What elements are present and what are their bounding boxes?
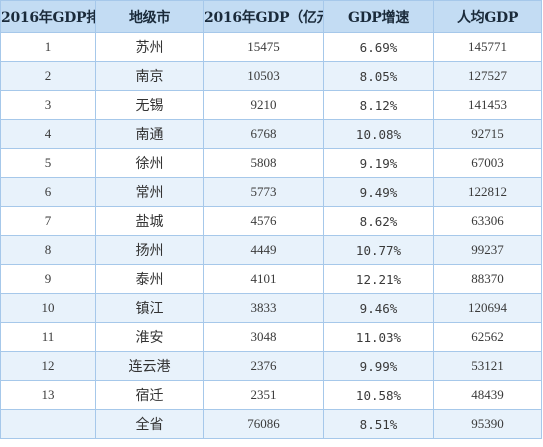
cell-per-capita: 145771	[433, 32, 542, 62]
cell-city: 南通	[95, 119, 204, 149]
cell-rank: 2	[0, 61, 96, 91]
cell-gdp: 6768	[203, 119, 324, 149]
cell-rank	[0, 409, 96, 439]
cell-gdp: 10503	[203, 61, 324, 91]
cell-growth: 11.03%	[323, 322, 434, 352]
cell-rank: 4	[0, 119, 96, 149]
cell-per-capita: 122812	[433, 177, 542, 207]
cell-rank: 12	[0, 351, 96, 381]
table-row: 3 无锡 9210 8.12% 141453	[0, 90, 542, 120]
header-row: 2016年GDP排名 地级市 2016年GDP（亿元） GDP增速 人均GDP	[0, 0, 542, 33]
cell-rank: 11	[0, 322, 96, 352]
table-row: 1 苏州 15475 6.69% 145771	[0, 32, 542, 62]
cell-rank: 1	[0, 32, 96, 62]
cell-gdp: 2376	[203, 351, 324, 381]
cell-growth: 10.58%	[323, 380, 434, 410]
cell-per-capita: 120694	[433, 293, 542, 323]
cell-rank: 9	[0, 264, 96, 294]
cell-per-capita: 88370	[433, 264, 542, 294]
cell-city: 镇江	[95, 293, 204, 323]
cell-per-capita: 63306	[433, 206, 542, 236]
cell-gdp: 15475	[203, 32, 324, 62]
cell-rank: 10	[0, 293, 96, 323]
cell-per-capita: 99237	[433, 235, 542, 265]
cell-rank: 3	[0, 90, 96, 120]
cell-city: 宿迁	[95, 380, 204, 410]
cell-growth: 10.77%	[323, 235, 434, 265]
cell-growth: 8.12%	[323, 90, 434, 120]
cell-gdp: 76086	[203, 409, 324, 439]
cell-growth: 9.49%	[323, 177, 434, 207]
header-rank: 2016年GDP排名	[0, 0, 96, 33]
cell-per-capita: 67003	[433, 148, 542, 178]
header-per-capita: 人均GDP	[433, 0, 542, 33]
cell-growth: 10.08%	[323, 119, 434, 149]
cell-gdp: 3048	[203, 322, 324, 352]
table-row: 5 徐州 5808 9.19% 67003	[0, 148, 542, 178]
cell-growth: 9.46%	[323, 293, 434, 323]
cell-city: 连云港	[95, 351, 204, 381]
cell-gdp: 5773	[203, 177, 324, 207]
cell-city: 扬州	[95, 235, 204, 265]
table-row: 11 淮安 3048 11.03% 62562	[0, 322, 542, 352]
header-gdp: 2016年GDP（亿元）	[203, 0, 324, 33]
cell-city: 苏州	[95, 32, 204, 62]
header-growth: GDP增速	[323, 0, 434, 33]
cell-per-capita: 127527	[433, 61, 542, 91]
table-header: 2016年GDP排名 地级市 2016年GDP（亿元） GDP增速 人均GDP	[0, 0, 542, 33]
table-row: 8 扬州 4449 10.77% 99237	[0, 235, 542, 265]
table-row: 4 南通 6768 10.08% 92715	[0, 119, 542, 149]
cell-per-capita: 48439	[433, 380, 542, 410]
table-row: 全省 76086 8.51% 95390	[0, 409, 542, 439]
cell-city: 常州	[95, 177, 204, 207]
table-row: 9 泰州 4101 12.21% 88370	[0, 264, 542, 294]
table-row: 2 南京 10503 8.05% 127527	[0, 61, 542, 91]
cell-growth: 8.05%	[323, 61, 434, 91]
cell-rank: 8	[0, 235, 96, 265]
table-body: 1 苏州 15475 6.69% 145771 2 南京 10503 8.05% 127527 3 无…	[0, 32, 542, 439]
cell-growth: 9.99%	[323, 351, 434, 381]
cell-gdp: 9210	[203, 90, 324, 120]
cell-per-capita: 92715	[433, 119, 542, 149]
cell-rank: 5	[0, 148, 96, 178]
header-city: 地级市	[95, 0, 204, 33]
cell-city: 盐城	[95, 206, 204, 236]
cell-gdp: 2351	[203, 380, 324, 410]
table-row: 10 镇江 3833 9.46% 120694	[0, 293, 542, 323]
cell-growth: 6.69%	[323, 32, 434, 62]
table-row: 6 常州 5773 9.49% 122812	[0, 177, 542, 207]
cell-city: 淮安	[95, 322, 204, 352]
cell-growth: 9.19%	[323, 148, 434, 178]
cell-city: 泰州	[95, 264, 204, 294]
cell-gdp: 4576	[203, 206, 324, 236]
cell-gdp: 4101	[203, 264, 324, 294]
cell-per-capita: 95390	[433, 409, 542, 439]
table-row: 12 连云港 2376 9.99% 53121	[0, 351, 542, 381]
table-row: 13 宿迁 2351 10.58% 48439	[0, 380, 542, 410]
cell-per-capita: 62562	[433, 322, 542, 352]
cell-per-capita: 53121	[433, 351, 542, 381]
cell-rank: 6	[0, 177, 96, 207]
cell-city: 徐州	[95, 148, 204, 178]
cell-rank: 13	[0, 380, 96, 410]
cell-growth: 8.51%	[323, 409, 434, 439]
cell-city: 全省	[95, 409, 204, 439]
cell-city: 无锡	[95, 90, 204, 120]
cell-growth: 8.62%	[323, 206, 434, 236]
cell-gdp: 4449	[203, 235, 324, 265]
cell-gdp: 5808	[203, 148, 324, 178]
cell-rank: 7	[0, 206, 96, 236]
cell-gdp: 3833	[203, 293, 324, 323]
table-row: 7 盐城 4576 8.62% 63306	[0, 206, 542, 236]
cell-per-capita: 141453	[433, 90, 542, 120]
cell-growth: 12.21%	[323, 264, 434, 294]
cell-city: 南京	[95, 61, 204, 91]
